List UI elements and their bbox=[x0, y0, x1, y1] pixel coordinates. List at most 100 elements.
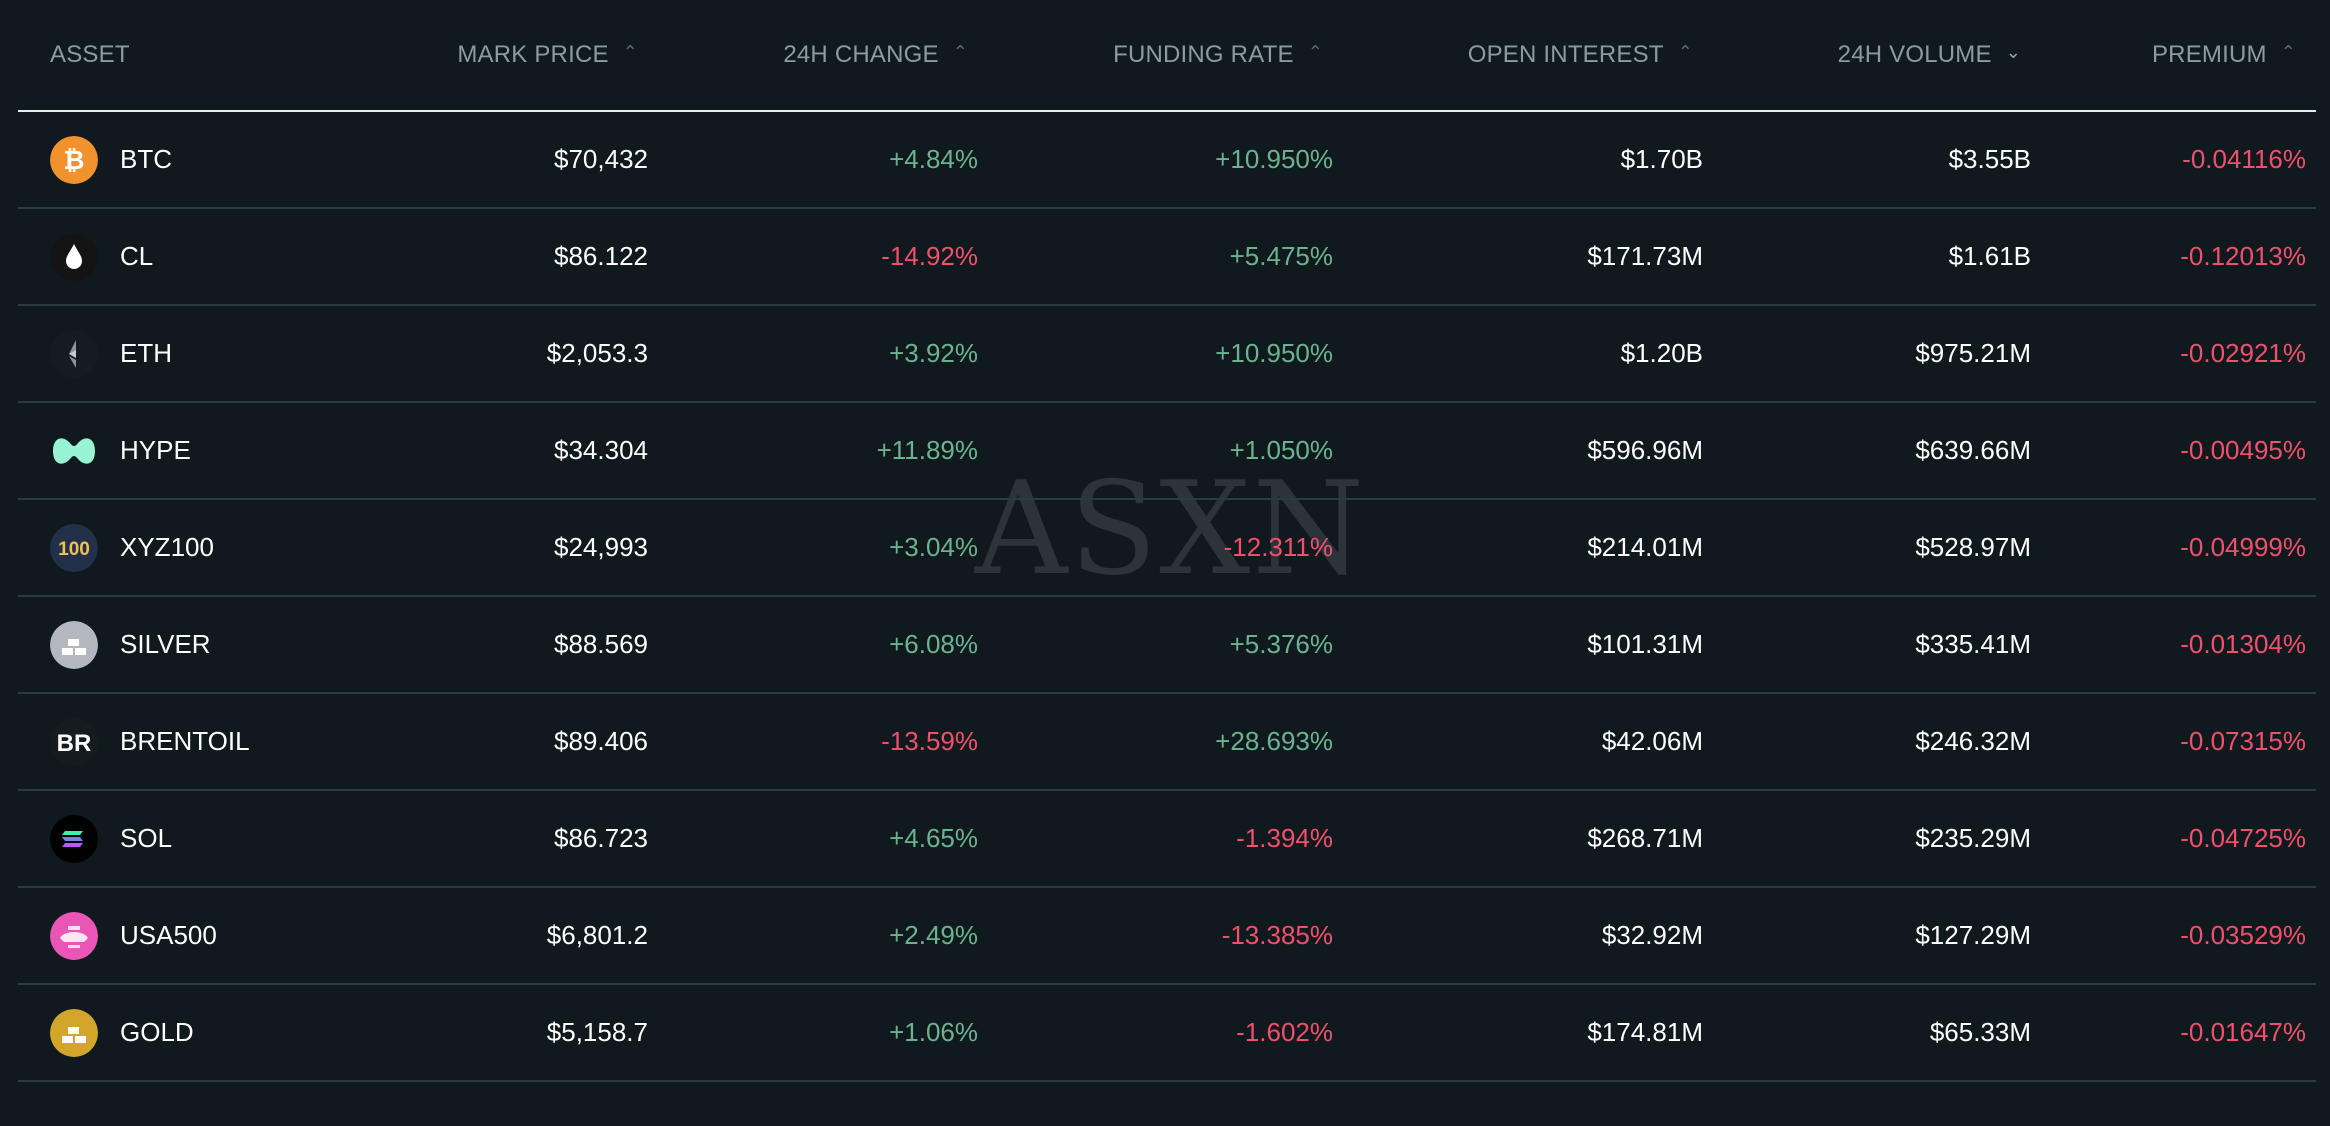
premium-cell: -0.01304% bbox=[2180, 629, 2306, 659]
sort-up-icon: ⌃ bbox=[2280, 42, 2296, 63]
table-row[interactable]: BR BRENTOIL $89.406 -13.59% +28.693% $42.06M $… bbox=[18, 694, 2316, 791]
asset-symbol: GOLD bbox=[120, 1017, 194, 1047]
change-24h-cell: +3.92% bbox=[889, 338, 978, 368]
mark-price-cell: $5,158.7 bbox=[546, 1017, 648, 1047]
change-24h-cell: +4.65% bbox=[889, 823, 978, 853]
premium-cell: -0.12013% bbox=[2180, 241, 2306, 271]
premium-cell: -0.04116% bbox=[2182, 144, 2306, 174]
mark-price-cell: $2,053.3 bbox=[546, 338, 648, 368]
asset-symbol: ETH bbox=[120, 338, 172, 368]
change-24h-cell: -14.92% bbox=[881, 241, 978, 271]
funding-rate-cell: +10.950% bbox=[1215, 144, 1333, 174]
table-row[interactable]: ₿ BTC $70,432 +4.84% +10.950% $1.70B $3.55B -0.… bbox=[18, 112, 2316, 209]
sort-up-icon: ⌃ bbox=[1307, 42, 1323, 63]
volume-24h-cell: $335.41M bbox=[1915, 629, 2031, 659]
column-header-premium[interactable]: PREMIUM ⌃ bbox=[2031, 41, 2306, 69]
gold-bars-icon bbox=[50, 1008, 98, 1057]
change-24h-cell: +1.06% bbox=[889, 1017, 978, 1047]
funding-rate-cell: +5.376% bbox=[1229, 629, 1333, 659]
sort-down-icon: ⌄ bbox=[2005, 42, 2021, 63]
table-row[interactable]: SILVER $88.569 +6.08% +5.376% $101.31M $335.4… bbox=[18, 597, 2316, 694]
premium-cell: -0.03529% bbox=[2180, 920, 2306, 950]
mark-price-cell: $86.723 bbox=[554, 823, 648, 853]
svg-text:BR: BR bbox=[57, 730, 92, 757]
mark-price-cell: $70,432 bbox=[554, 144, 648, 174]
asset-cell: 100 XYZ100 bbox=[18, 523, 358, 572]
asset-cell: HYPE bbox=[18, 427, 358, 475]
volume-24h-cell: $1.61B bbox=[1948, 241, 2031, 271]
table-row[interactable]: ETH $2,053.3 +3.92% +10.950% $1.20B $975.21M -… bbox=[18, 306, 2316, 403]
silver-bars-icon bbox=[50, 620, 98, 669]
column-header-asset[interactable]: ASSET bbox=[18, 41, 358, 69]
table-row[interactable]: CL $86.122 -14.92% +5.475% $171.73M $1.61B -0.… bbox=[18, 209, 2316, 306]
solana-icon bbox=[50, 814, 98, 863]
volume-24h-cell: $639.66M bbox=[1915, 435, 2031, 465]
sort-up-icon: ⌃ bbox=[622, 42, 638, 63]
xyz100-icon: 100 bbox=[50, 523, 98, 572]
table-row[interactable]: SOL $86.723 +4.65% -1.394% $268.71M $235.29M -… bbox=[18, 791, 2316, 888]
change-24h-cell: +6.08% bbox=[889, 629, 978, 659]
asset-cell: ETH bbox=[18, 329, 358, 378]
funding-rate-cell: +5.475% bbox=[1229, 241, 1333, 271]
column-header-open-interest[interactable]: OPEN INTEREST ⌃ bbox=[1333, 41, 1703, 69]
change-24h-cell: +4.84% bbox=[889, 144, 978, 174]
column-header-funding-rate[interactable]: FUNDING RATE ⌃ bbox=[978, 41, 1333, 69]
open-interest-cell: $42.06M bbox=[1601, 726, 1703, 756]
table-row[interactable]: GOLD $5,158.7 +1.06% -1.602% $174.81M $65.33M… bbox=[18, 985, 2316, 1082]
open-interest-cell: $1.20B bbox=[1620, 338, 1703, 368]
funding-rate-cell: +10.950% bbox=[1215, 338, 1333, 368]
change-24h-cell: +3.04% bbox=[889, 532, 978, 562]
asset-symbol: BRENTOIL bbox=[120, 726, 250, 756]
column-header-label: MARK PRICE bbox=[457, 41, 609, 68]
funding-rate-cell: +1.050% bbox=[1229, 435, 1333, 465]
asset-symbol: XYZ100 bbox=[120, 532, 214, 562]
asset-symbol: SILVER bbox=[120, 629, 211, 659]
asset-symbol: BTC bbox=[120, 144, 172, 174]
column-header-24h-volume[interactable]: 24H VOLUME ⌄ bbox=[1703, 41, 2031, 69]
change-24h-cell: -13.59% bbox=[881, 726, 978, 756]
volume-24h-cell: $975.21M bbox=[1915, 338, 2031, 368]
funding-rate-cell: -1.602% bbox=[1236, 1017, 1333, 1047]
funding-rate-cell: -1.394% bbox=[1236, 823, 1333, 853]
open-interest-cell: $101.31M bbox=[1587, 629, 1703, 659]
usa500-icon bbox=[50, 911, 98, 960]
premium-cell: -0.01647% bbox=[2180, 1017, 2306, 1047]
column-header-label: 24H VOLUME bbox=[1837, 41, 1992, 68]
mark-price-cell: $34.304 bbox=[554, 435, 648, 465]
volume-24h-cell: $246.32M bbox=[1915, 726, 2031, 756]
asset-cell: BR BRENTOIL bbox=[18, 717, 358, 766]
funding-rate-cell: +28.693% bbox=[1215, 726, 1333, 756]
mark-price-cell: $6,801.2 bbox=[546, 920, 648, 950]
premium-cell: -0.00495% bbox=[2180, 435, 2306, 465]
volume-24h-cell: $528.97M bbox=[1915, 532, 2031, 562]
mark-price-cell: $88.569 bbox=[554, 629, 648, 659]
column-header-label: 24H CHANGE bbox=[783, 41, 939, 68]
table-row[interactable]: 100 XYZ100 $24,993 +3.04% -12.311% $214.01M $5… bbox=[18, 500, 2316, 597]
column-header-label: FUNDING RATE bbox=[1113, 41, 1294, 68]
volume-24h-cell: $127.29M bbox=[1915, 920, 2031, 950]
asset-symbol: HYPE bbox=[120, 435, 191, 465]
column-header-label: OPEN INTEREST bbox=[1467, 41, 1664, 68]
hyperliquid-icon bbox=[50, 427, 98, 475]
table-body: ₿ BTC $70,432 +4.84% +10.950% $1.70B $3.55B -0.… bbox=[18, 112, 2316, 1082]
asset-cell: CL bbox=[18, 232, 358, 281]
asset-symbol: USA500 bbox=[120, 920, 217, 950]
premium-cell: -0.07315% bbox=[2180, 726, 2306, 756]
oil-drop-icon bbox=[50, 232, 98, 281]
column-header-label: ASSET bbox=[50, 41, 130, 68]
open-interest-cell: $174.81M bbox=[1587, 1017, 1703, 1047]
table-row[interactable]: USA500 $6,801.2 +2.49% -13.385% $32.92M $127.… bbox=[18, 888, 2316, 985]
change-24h-cell: +2.49% bbox=[889, 920, 978, 950]
svg-text:100: 100 bbox=[58, 539, 90, 560]
funding-rate-cell: -12.311% bbox=[1223, 532, 1333, 562]
svg-text:₿: ₿ bbox=[63, 146, 84, 176]
change-24h-cell: +11.89% bbox=[876, 435, 978, 465]
column-header-24h-change[interactable]: 24H CHANGE ⌃ bbox=[648, 41, 978, 69]
premium-cell: -0.04999% bbox=[2180, 532, 2306, 562]
premium-cell: -0.04725% bbox=[2180, 823, 2306, 853]
asset-symbol: CL bbox=[120, 241, 154, 271]
table-row[interactable]: HYPE $34.304 +11.89% +1.050% $596.96M $639.66… bbox=[18, 403, 2316, 500]
column-header-mark-price[interactable]: MARK PRICE ⌃ bbox=[358, 41, 648, 69]
markets-table: ASSET MARK PRICE ⌃ 24H CHANGE ⌃ FUNDING RA… bbox=[18, 0, 2316, 1082]
